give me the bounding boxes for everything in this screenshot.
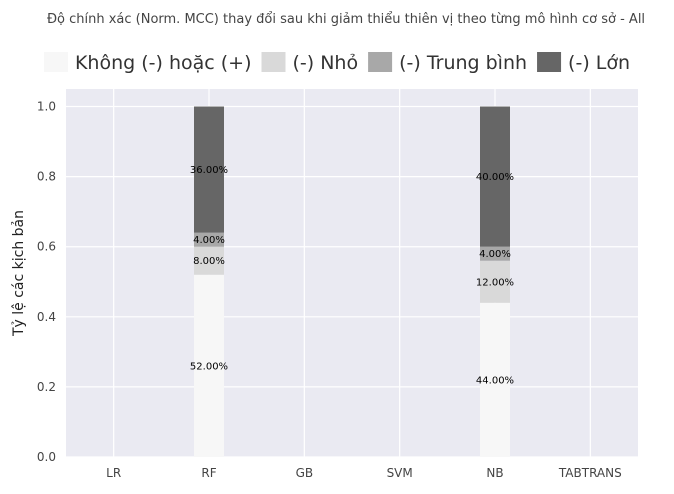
- bar-segment: [194, 274, 224, 457]
- data-label: 4.00%: [193, 235, 225, 246]
- legend-swatch: [261, 52, 286, 72]
- x-tick-label: SVM: [387, 466, 413, 480]
- bar-segment: [480, 106, 510, 247]
- data-label: 8.00%: [193, 256, 225, 267]
- x-tick-label: GB: [296, 466, 314, 480]
- y-tick-label: 0.8: [37, 170, 56, 184]
- legend-label: Không (-) hoặc (+): [75, 52, 252, 74]
- plot-area: [66, 89, 638, 457]
- x-tick-label: RF: [201, 466, 216, 480]
- y-axis: 0.0 0.2 0.4 0.6 0.8 1.0: [37, 100, 56, 464]
- y-tick-label: 0.2: [37, 380, 56, 394]
- legend-swatch: [368, 52, 393, 72]
- legend-swatch: [537, 52, 562, 72]
- data-labels: 52.00% 8.00% 4.00% 36.00% 44.00% 12.00% 4.00% 4…: [190, 165, 514, 386]
- bar-segment: [480, 302, 510, 457]
- y-axis-label: Tỷ lệ các kịch bản: [11, 210, 27, 337]
- legend: Không (-) hoặc (+) (-) Nhỏ (-) Trung bình (…: [43, 52, 630, 74]
- x-tick-label: TABTRANS: [558, 466, 622, 480]
- y-tick-label: 0.6: [37, 240, 56, 254]
- bar-segment: [194, 246, 224, 275]
- legend-label: (-) Trung bình: [399, 52, 527, 74]
- data-label: 4.00%: [479, 249, 511, 260]
- y-tick-label: 0.0: [37, 450, 56, 464]
- chart-title: Độ chính xác (Norm. MCC) thay đổi sau kh…: [47, 12, 645, 27]
- x-tick-label: NB: [486, 466, 503, 480]
- bar-segment: [194, 106, 224, 233]
- data-label: 52.00%: [190, 361, 228, 372]
- bar-segment: [480, 246, 510, 261]
- data-label: 40.00%: [476, 172, 514, 183]
- legend-swatch: [43, 52, 68, 72]
- x-tick-label: LR: [106, 466, 121, 480]
- bar-segment: [194, 232, 224, 247]
- legend-label: (-) Lớn: [568, 52, 630, 74]
- y-tick-label: 0.4: [37, 310, 56, 324]
- bars: [194, 106, 510, 457]
- bar-segment: [480, 260, 510, 303]
- y-tick-label: 1.0: [37, 100, 56, 114]
- data-label: 12.00%: [476, 277, 514, 288]
- data-label: 44.00%: [476, 375, 514, 386]
- data-label: 36.00%: [190, 165, 228, 176]
- x-axis: LR RF GB SVM NB TABTRANS: [106, 466, 622, 480]
- legend-label: (-) Nhỏ: [292, 52, 358, 74]
